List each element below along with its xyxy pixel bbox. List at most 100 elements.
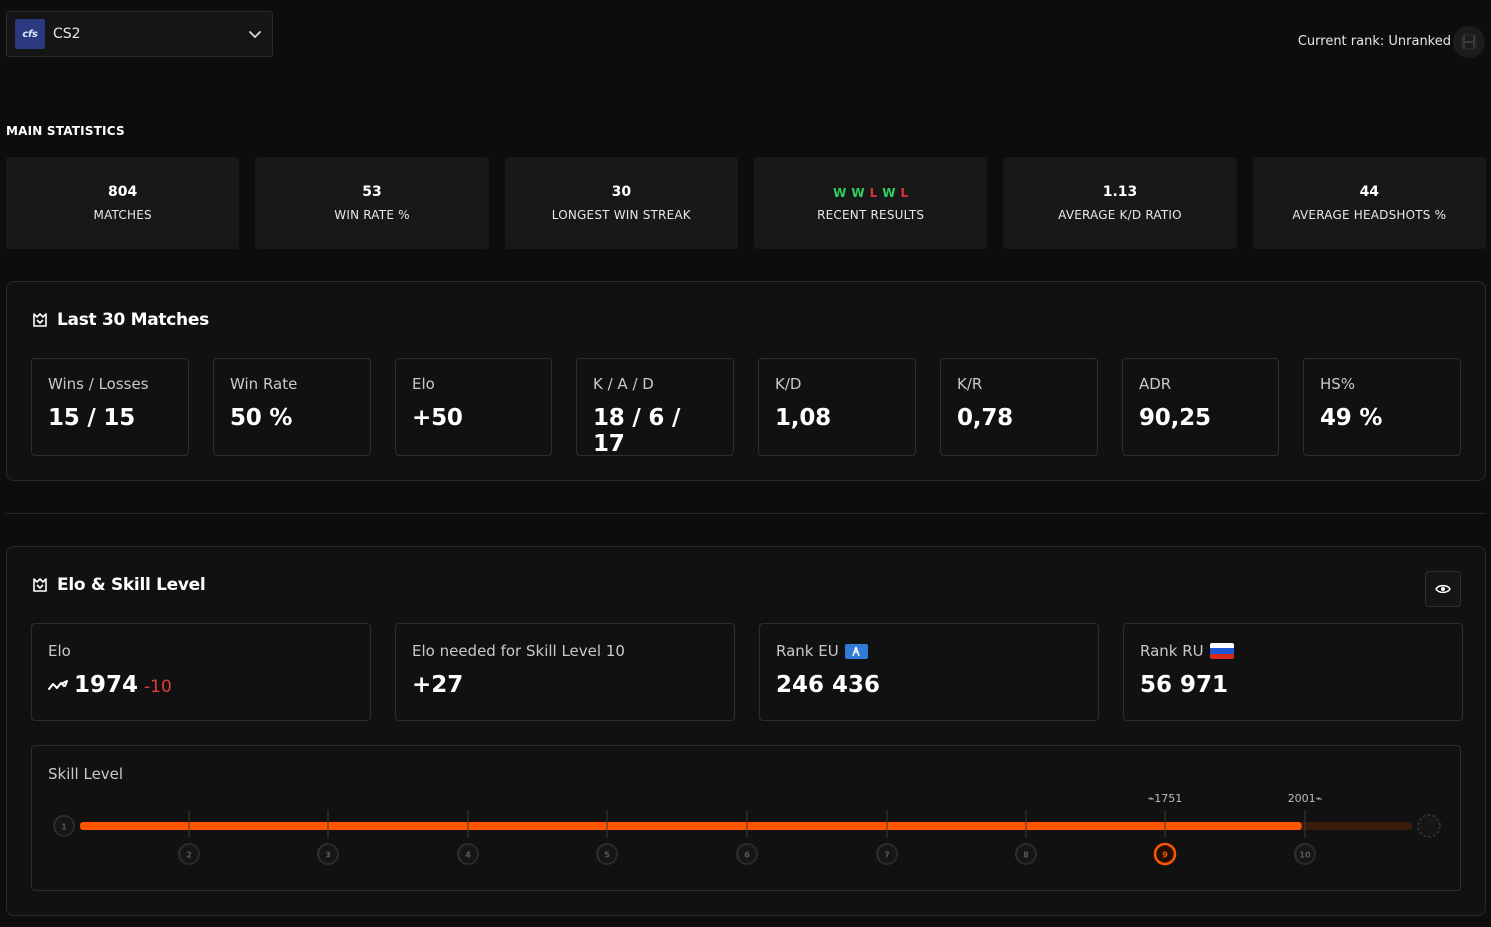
result-item: L: [900, 186, 909, 200]
stat-longest-win-streak: 30 LONGEST WIN STREAK: [504, 157, 738, 249]
stat-label: LONGEST WIN STREAK: [551, 208, 691, 222]
main-statistics: 804 MATCHES 53 WIN RATE % 30 LONGEST WIN…: [6, 157, 1486, 249]
level9-threshold-label: ⌁1751: [1148, 792, 1183, 805]
card-value: 1,08: [775, 405, 831, 431]
level-badge-10-arc: [1294, 843, 1306, 862]
rank-badge-icon: [1453, 26, 1485, 58]
card-label: HS%: [1320, 375, 1356, 393]
card-value: 18 / 6 / 17: [593, 405, 681, 457]
card-value: 15 / 15: [48, 405, 136, 431]
card-value: 56 971: [1140, 672, 1229, 698]
result-item: W: [851, 186, 865, 200]
ru-flag-icon: [1209, 643, 1234, 659]
level-badge-7-arc: [876, 843, 888, 862]
card-label: K/R: [957, 375, 983, 393]
level10-threshold-label: 2001⌁: [1288, 792, 1323, 805]
level-badge-3-label: 3: [325, 851, 331, 860]
level-badge-4-label: 4: [465, 851, 471, 860]
eye-icon: [1435, 584, 1451, 594]
faceit-icon: [31, 576, 49, 594]
level-badge-1-label: 1: [61, 823, 67, 832]
card-label: Elo: [412, 375, 435, 393]
card-value: 50 %: [230, 405, 293, 431]
game-logo: cfs: [15, 19, 45, 49]
card-elo: Elo +50: [395, 358, 552, 456]
card-label: Rank RU: [1140, 642, 1204, 660]
card-label-row: Rank EU: [776, 642, 1082, 660]
card-label: K / A / D: [593, 375, 654, 393]
stat-average-kd: 1.13 AVERAGE K/D RATIO: [1003, 157, 1237, 249]
card-value: 49 %: [1320, 405, 1383, 431]
elo-value-row: 1974 -10: [48, 672, 354, 698]
elo-value: 1974: [74, 672, 139, 698]
stat-label: RECENT RESULTS: [817, 208, 925, 222]
panel-header: Last 30 Matches: [31, 310, 209, 330]
panel-title: Last 30 Matches: [57, 310, 209, 330]
main-statistics-title: MAIN STATISTICS: [6, 124, 125, 138]
chevron-down-icon: [246, 25, 264, 43]
result-item: L: [869, 186, 878, 200]
skill-level-title: Skill Level: [48, 765, 124, 783]
card-label: Wins / Losses: [48, 375, 149, 393]
level-badge-3-arc: [317, 843, 329, 862]
toggle-visibility-button[interactable]: [1425, 571, 1461, 607]
level-badge-9-label: 9: [1162, 851, 1168, 860]
card-adr: ADR 90,25: [1122, 358, 1279, 456]
card-label: ADR: [1139, 375, 1172, 393]
level-badge-2-arc: [178, 843, 190, 862]
panel-title: Elo & Skill Level: [57, 575, 206, 595]
card-elo-needed: Elo needed for Skill Level 10 +27: [395, 623, 735, 721]
game-selector[interactable]: cfs CS2: [6, 11, 273, 57]
card-win-rate: Win Rate 50 %: [213, 358, 371, 456]
stat-label: WIN RATE %: [334, 208, 410, 222]
skill-level-progress: 1 2 3 4 5 6 7 8 9 10 ⌁1751 2001⌁: [53, 792, 1441, 866]
eu-flag-icon: [844, 643, 868, 659]
level-badge-6-arc: [736, 843, 748, 862]
card-hs: HS% 49 %: [1303, 358, 1461, 456]
card-kad: K / A / D 18 / 6 / 17: [576, 358, 734, 457]
card-value: 246 436: [776, 672, 881, 698]
level-badge-9-ring: [1153, 842, 1177, 866]
stat-label: AVERAGE K/D RATIO: [1058, 208, 1182, 222]
level-badge-8-label: 8: [1023, 851, 1029, 860]
stat-recent-results: W W L W L RECENT RESULTS: [753, 157, 988, 249]
card-wins-losses: Wins / Losses 15 / 15: [31, 358, 189, 456]
max-level-icon: [1417, 814, 1441, 838]
skill-level-box: Skill Level 1 2 3 4 5 6 7 8 9 10 ⌁1751 2001⌁: [31, 745, 1461, 891]
stat-matches: 804 MATCHES: [6, 157, 240, 249]
card-label: K/D: [775, 375, 802, 393]
elo-cards: Elo 1974 -10 Elo needed for Skill Level …: [31, 623, 1463, 721]
level-badge-5-arc: [596, 843, 608, 862]
card-rank-eu: Rank EU 246 436: [759, 623, 1099, 721]
stat-value: 30: [611, 184, 632, 200]
card-kd: K/D 1,08: [758, 358, 916, 456]
elo-delta: -10: [144, 677, 172, 697]
card-label: Elo needed for Skill Level 10: [412, 642, 625, 660]
result-item: W: [882, 186, 896, 200]
card-kr: K/R 0,78: [940, 358, 1098, 456]
stat-value: 1.13: [1102, 184, 1138, 200]
card-value: 90,25: [1139, 405, 1211, 431]
stat-value: 804: [108, 184, 138, 200]
track-fill: [80, 822, 1302, 830]
level-badge-2-label: 2: [186, 851, 192, 860]
stat-value: 44: [1359, 184, 1380, 200]
card-label: Elo: [48, 642, 71, 660]
recent-results-list: W W L W L: [833, 184, 908, 202]
elo-trend-icon: [48, 672, 68, 698]
stat-win-rate: 53 WIN RATE %: [255, 157, 489, 249]
result-item: W: [833, 186, 847, 200]
card-elo-current: Elo 1974 -10: [31, 623, 371, 721]
stat-average-headshots: 44 AVERAGE HEADSHOTS %: [1252, 157, 1486, 249]
level-badge-4-arc: [457, 843, 469, 862]
current-rank-label: Current rank: Unranked: [1297, 34, 1451, 49]
level-badge-1-arc: [53, 815, 65, 834]
stat-label: MATCHES: [93, 208, 152, 222]
level-badge-5-label: 5: [604, 851, 610, 860]
faceit-icon: [31, 311, 49, 329]
level-badge-6-label: 6: [744, 851, 750, 860]
card-value: +27: [412, 672, 464, 698]
game-name: CS2: [53, 26, 81, 42]
last30-cards: Wins / Losses 15 / 15 Win Rate 50 % Elo +50…: [31, 358, 1461, 457]
card-value: 0,78: [957, 405, 1013, 431]
